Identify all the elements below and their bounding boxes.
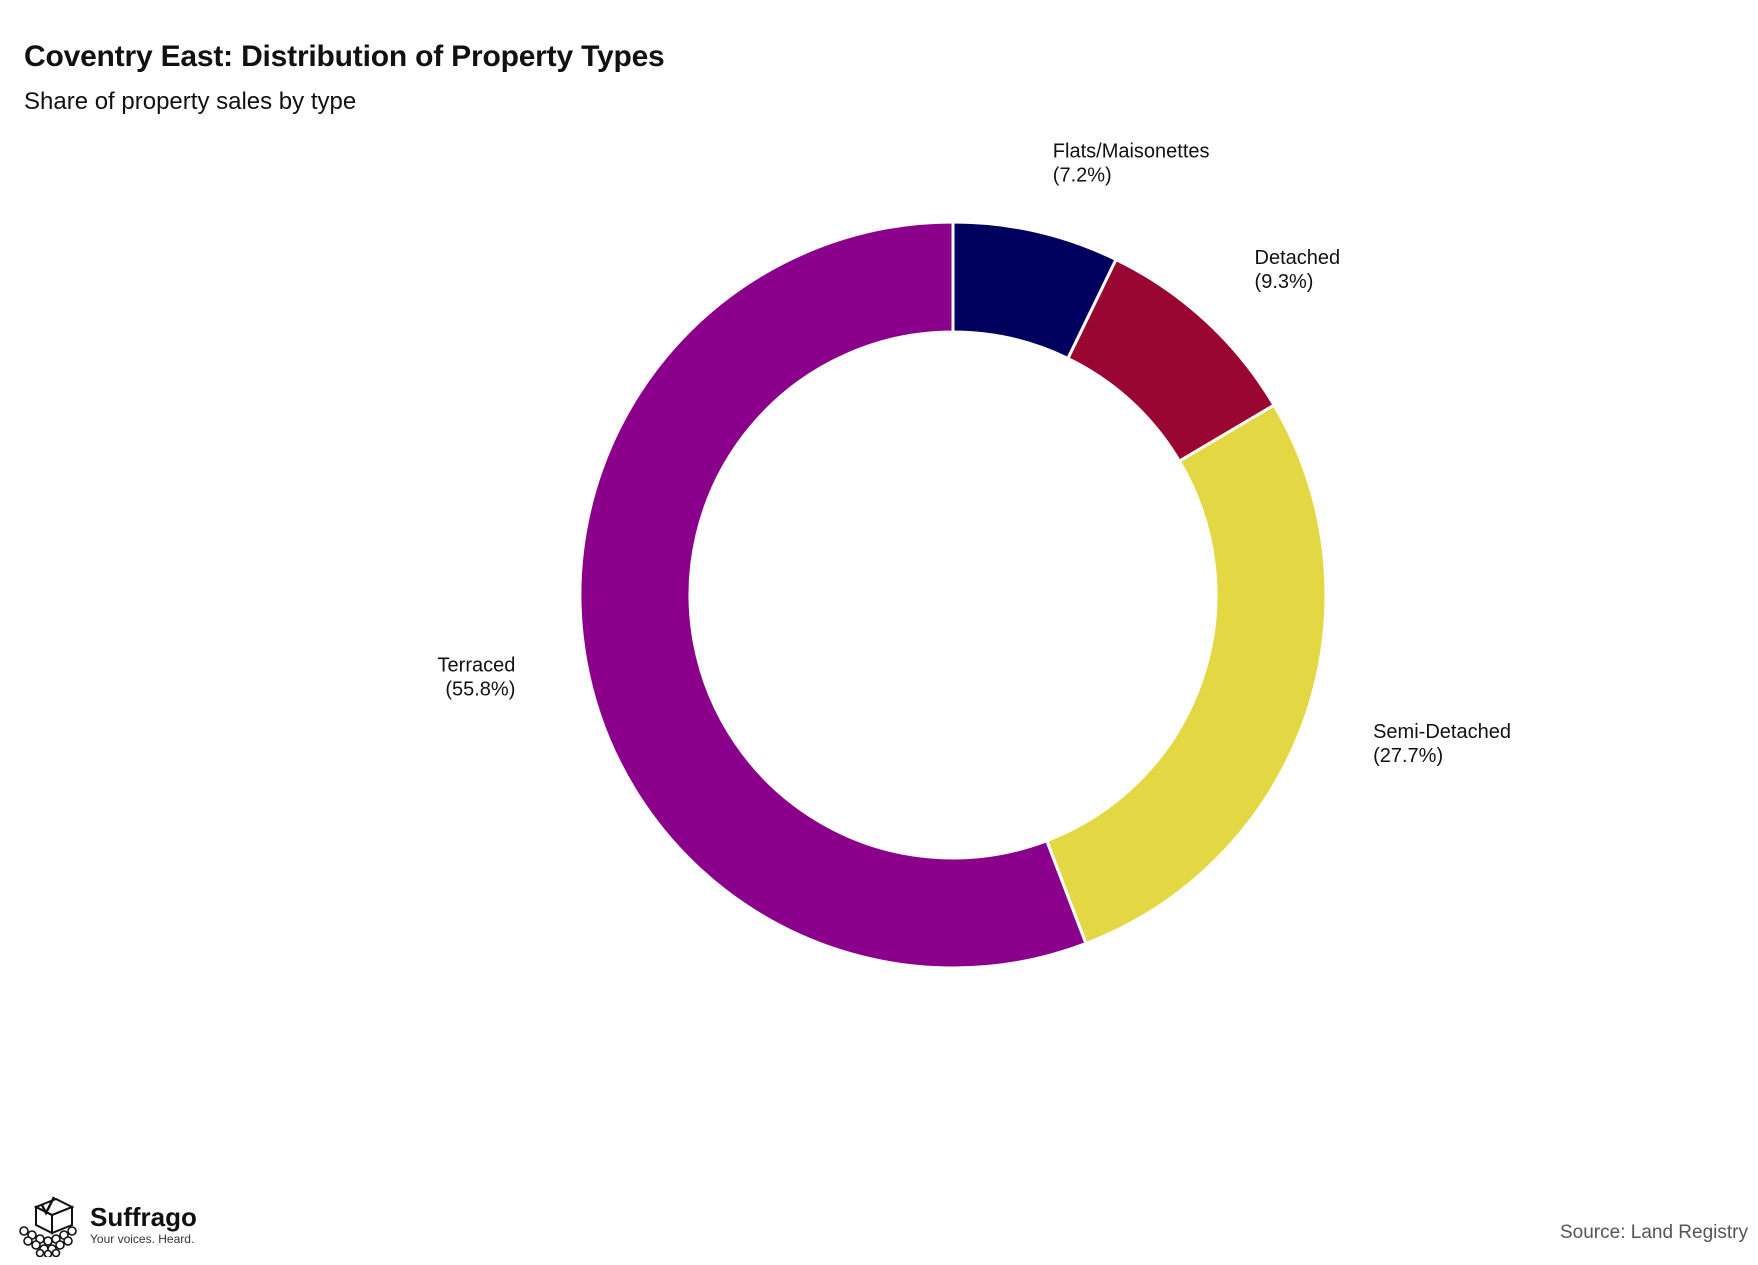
slice-label-detached: Detached (9.3%) bbox=[1255, 247, 1341, 293]
source-note: Source: Land Registry bbox=[1560, 1222, 1748, 1243]
slice-semi-detached bbox=[1044, 403, 1328, 946]
slice-label-semi-detached: Semi-Detached (27.7%) bbox=[1373, 721, 1511, 767]
logo-tagline: Your voices. Heard. bbox=[90, 1232, 195, 1246]
suffrago-logo: Suffrago Your voices. Heard. bbox=[14, 1190, 197, 1260]
slice-labels: Flats/Maisonettes (7.2%) Detached (9.3%) Sem… bbox=[438, 140, 1511, 766]
slice-label-flats-maisonettes: Flats/Maisonettes (7.2%) bbox=[1053, 140, 1210, 186]
chart-title: Coventry East: Distribution of Property … bbox=[24, 40, 665, 73]
ballot-box-crowd-icon bbox=[19, 1196, 77, 1257]
slice-terraced bbox=[578, 220, 1088, 970]
donut-slices bbox=[578, 220, 1328, 970]
chart-subtitle: Share of property sales by type bbox=[24, 88, 357, 115]
logo-name: Suffrago bbox=[90, 1202, 197, 1232]
slice-label-terraced: Terraced (55.8%) bbox=[438, 655, 516, 701]
